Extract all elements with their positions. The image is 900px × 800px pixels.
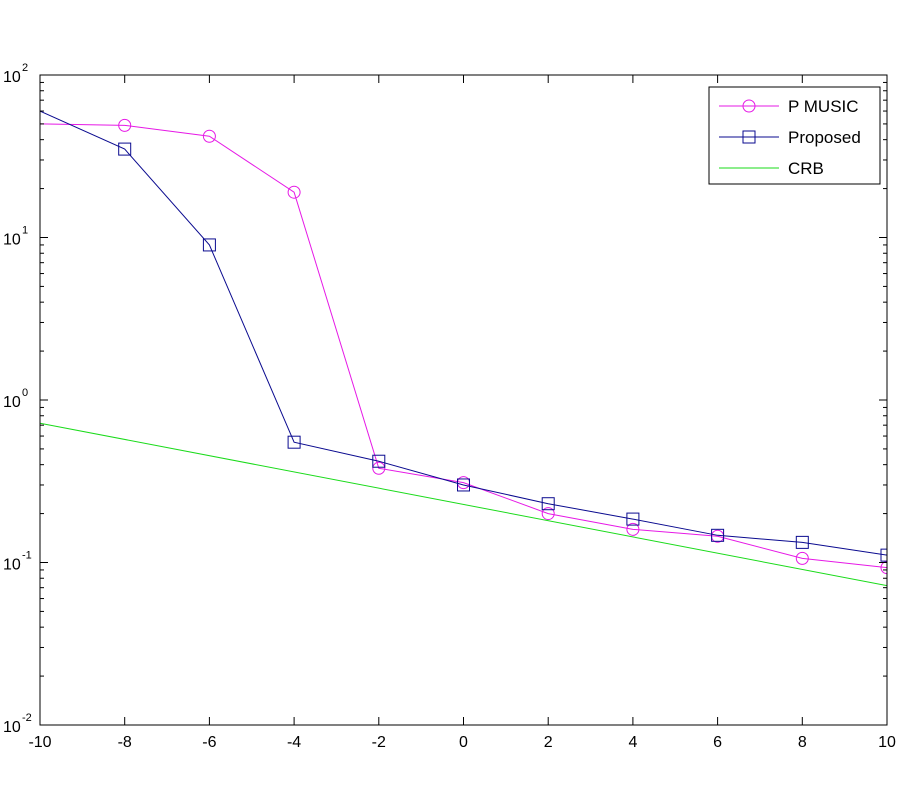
y-tick-label: 10	[3, 719, 21, 736]
y-tick-label: 10	[3, 232, 21, 249]
data-point	[626, 512, 640, 526]
data-point	[880, 561, 887, 575]
series-crb	[40, 422, 887, 587]
y-tick-exponent: -1	[22, 550, 32, 562]
data-point	[541, 507, 555, 521]
data-point	[541, 497, 555, 511]
data-point	[711, 528, 725, 542]
legend: P MUSIC Proposed CRB	[708, 86, 881, 185]
y-tick-label: 10	[3, 557, 21, 574]
x-tick-label: 0	[459, 734, 468, 751]
y-tick-exponent: -2	[22, 712, 32, 724]
x-tick-label: -10	[28, 734, 51, 751]
data-point	[118, 142, 132, 156]
series-line	[40, 422, 887, 587]
x-tick-label: -6	[202, 734, 216, 751]
legend-label-p-music: P MUSIC	[788, 97, 859, 116]
legend-marker-proposed	[742, 130, 756, 144]
x-tick-label: 2	[544, 734, 553, 751]
data-point	[202, 129, 216, 143]
x-tick-label: -8	[118, 734, 132, 751]
data-point	[118, 118, 132, 132]
data-point	[795, 551, 809, 565]
legend-label-crb: CRB	[788, 159, 824, 178]
series-line	[40, 123, 887, 569]
data-point	[626, 522, 640, 536]
y-tick-exponent: 0	[22, 387, 28, 399]
data-point	[372, 454, 386, 468]
data-point	[287, 435, 301, 449]
data-point	[287, 185, 301, 199]
y-tick-exponent: 1	[22, 225, 28, 237]
x-tick-label: 4	[628, 734, 637, 751]
x-tick-label: -2	[372, 734, 386, 751]
y-tick-exponent: 2	[22, 62, 28, 74]
data-point	[457, 478, 470, 492]
data-point	[202, 238, 216, 252]
x-tick-label: 10	[878, 734, 896, 751]
legend-label-proposed: Proposed	[788, 128, 861, 147]
x-tick-label: -4	[287, 734, 301, 751]
x-tick-label: 8	[798, 734, 807, 751]
plot-frame	[39, 74, 888, 726]
x-tick-label: 6	[713, 734, 722, 751]
series-layer	[40, 110, 887, 587]
series-line	[40, 110, 887, 556]
legend-marker-p-music	[742, 99, 756, 113]
y-tick-label: 10	[3, 69, 21, 86]
series-proposed	[40, 110, 887, 562]
data-point	[880, 548, 887, 562]
y-tick-label: 10	[3, 394, 21, 411]
data-point	[372, 461, 386, 475]
data-point	[795, 535, 809, 549]
